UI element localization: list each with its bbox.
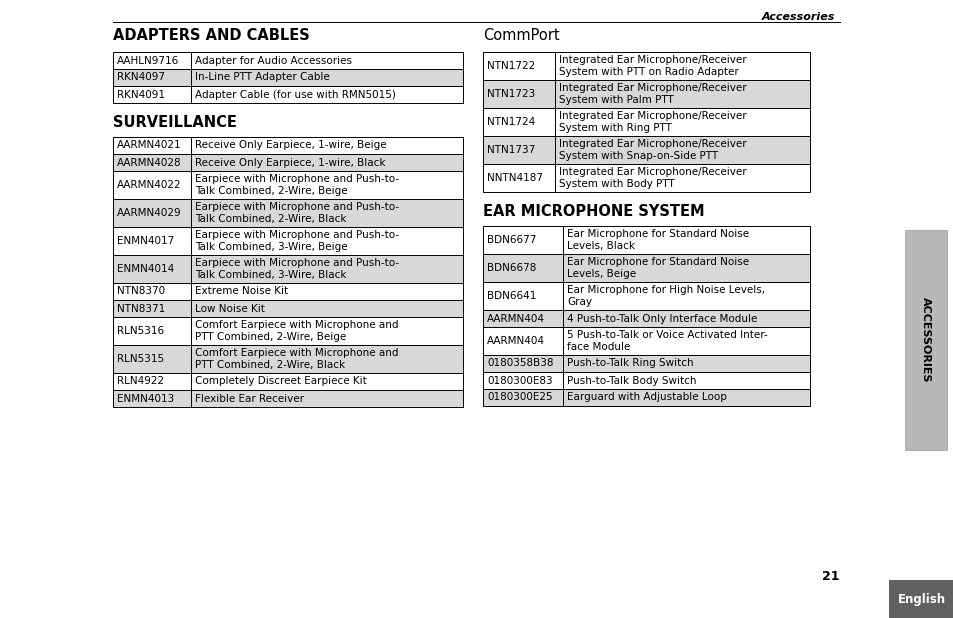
Text: Ear Microphone for Standard Noise
Levels, Black: Ear Microphone for Standard Noise Levels… <box>566 229 748 251</box>
Bar <box>112 345 462 373</box>
Bar <box>112 199 462 227</box>
Bar <box>482 80 809 108</box>
Text: Integrated Ear Microphone/Receiver
System with Ring PTT: Integrated Ear Microphone/Receiver Syste… <box>558 111 746 133</box>
Text: Ear Microphone for Standard Noise
Levels, Beige: Ear Microphone for Standard Noise Levels… <box>566 257 748 279</box>
Text: RLN5315: RLN5315 <box>117 354 164 364</box>
Text: Completely Discreet Earpiece Kit: Completely Discreet Earpiece Kit <box>194 376 366 386</box>
Text: English: English <box>897 593 944 606</box>
Bar <box>482 136 809 164</box>
Bar <box>482 52 809 192</box>
Text: AAHLN9716: AAHLN9716 <box>117 56 179 66</box>
Bar <box>888 580 953 618</box>
Text: RKN4091: RKN4091 <box>117 90 165 99</box>
Text: NTN1723: NTN1723 <box>486 89 535 99</box>
Text: Integrated Ear Microphone/Receiver
System with PTT on Radio Adapter: Integrated Ear Microphone/Receiver Syste… <box>558 55 746 77</box>
Text: SURVEILLANCE: SURVEILLANCE <box>112 115 236 130</box>
Text: CommPort: CommPort <box>482 28 559 43</box>
Text: Earguard with Adjustable Loop: Earguard with Adjustable Loop <box>566 392 726 402</box>
Text: 0180358B38: 0180358B38 <box>486 358 553 368</box>
Bar <box>112 390 462 407</box>
Text: NTN1737: NTN1737 <box>486 145 535 155</box>
Text: AARMN4021: AARMN4021 <box>117 140 181 151</box>
Bar <box>482 226 809 406</box>
Bar <box>482 389 809 406</box>
Text: NTN1722: NTN1722 <box>486 61 535 71</box>
Text: Earpiece with Microphone and Push-to-
Talk Combined, 3-Wire, Beige: Earpiece with Microphone and Push-to- Ta… <box>194 230 398 252</box>
Text: ENMN4014: ENMN4014 <box>117 264 174 274</box>
Bar <box>112 255 462 283</box>
Text: Extreme Noise Kit: Extreme Noise Kit <box>194 287 288 297</box>
Text: AARMN404: AARMN404 <box>486 336 544 346</box>
Bar <box>482 310 809 327</box>
Text: Push-to-Talk Ring Switch: Push-to-Talk Ring Switch <box>566 358 693 368</box>
Text: Earpiece with Microphone and Push-to-
Talk Combined, 2-Wire, Beige: Earpiece with Microphone and Push-to- Ta… <box>194 174 398 196</box>
Text: EAR MICROPHONE SYSTEM: EAR MICROPHONE SYSTEM <box>482 204 704 219</box>
Bar <box>112 137 462 407</box>
Bar <box>112 69 462 86</box>
Bar <box>112 154 462 171</box>
Text: Comfort Earpiece with Microphone and
PTT Combined, 2-Wire, Black: Comfort Earpiece with Microphone and PTT… <box>194 348 398 370</box>
Text: NTN8370: NTN8370 <box>117 287 165 297</box>
Text: 21: 21 <box>821 570 840 583</box>
Text: Earpiece with Microphone and Push-to-
Talk Combined, 3-Wire, Black: Earpiece with Microphone and Push-to- Ta… <box>194 258 398 280</box>
Text: Integrated Ear Microphone/Receiver
System with Body PTT: Integrated Ear Microphone/Receiver Syste… <box>558 167 746 189</box>
Text: ADAPTERS AND CABLES: ADAPTERS AND CABLES <box>112 28 310 43</box>
Text: 4 Push-to-Talk Only Interface Module: 4 Push-to-Talk Only Interface Module <box>566 313 757 323</box>
Text: Ear Microphone for High Noise Levels,
Gray: Ear Microphone for High Noise Levels, Gr… <box>566 285 764 307</box>
Text: AARMN4022: AARMN4022 <box>117 180 181 190</box>
Text: AARMN4029: AARMN4029 <box>117 208 181 218</box>
Bar <box>482 355 809 372</box>
Text: Low Noise Kit: Low Noise Kit <box>194 303 265 313</box>
Text: AARMN4028: AARMN4028 <box>117 158 181 167</box>
Bar <box>482 254 809 282</box>
Bar <box>112 300 462 317</box>
Text: Integrated Ear Microphone/Receiver
System with Snap-on-Side PTT: Integrated Ear Microphone/Receiver Syste… <box>558 139 746 161</box>
Text: AARMN404: AARMN404 <box>486 313 544 323</box>
Text: RLN5316: RLN5316 <box>117 326 164 336</box>
Text: RLN4922: RLN4922 <box>117 376 164 386</box>
Text: Push-to-Talk Body Switch: Push-to-Talk Body Switch <box>566 376 696 386</box>
Text: BDN6677: BDN6677 <box>486 235 536 245</box>
Text: RKN4097: RKN4097 <box>117 72 165 82</box>
Bar <box>904 230 946 450</box>
Text: Accessories: Accessories <box>760 12 834 22</box>
Text: Adapter Cable (for use with RMN5015): Adapter Cable (for use with RMN5015) <box>194 90 395 99</box>
Bar <box>112 52 462 103</box>
Text: ENMN4013: ENMN4013 <box>117 394 174 404</box>
Text: NTN8371: NTN8371 <box>117 303 165 313</box>
Text: ENMN4017: ENMN4017 <box>117 236 174 246</box>
Text: Comfort Earpiece with Microphone and
PTT Combined, 2-Wire, Beige: Comfort Earpiece with Microphone and PTT… <box>194 320 398 342</box>
Text: Receive Only Earpiece, 1-wire, Black: Receive Only Earpiece, 1-wire, Black <box>194 158 385 167</box>
Text: Adapter for Audio Accessories: Adapter for Audio Accessories <box>194 56 352 66</box>
Text: NTN1724: NTN1724 <box>486 117 535 127</box>
Text: Earpiece with Microphone and Push-to-
Talk Combined, 2-Wire, Black: Earpiece with Microphone and Push-to- Ta… <box>194 202 398 224</box>
Text: Integrated Ear Microphone/Receiver
System with Palm PTT: Integrated Ear Microphone/Receiver Syste… <box>558 83 746 105</box>
Text: 5 Push-to-Talk or Voice Activated Inter-
face Module: 5 Push-to-Talk or Voice Activated Inter-… <box>566 330 767 352</box>
Text: In-Line PTT Adapter Cable: In-Line PTT Adapter Cable <box>194 72 330 82</box>
Text: BDN6678: BDN6678 <box>486 263 536 273</box>
Text: 0180300E83: 0180300E83 <box>486 376 552 386</box>
Text: Receive Only Earpiece, 1-wire, Beige: Receive Only Earpiece, 1-wire, Beige <box>194 140 386 151</box>
Text: ACCESSORIES: ACCESSORIES <box>920 297 930 383</box>
Text: 0180300E25: 0180300E25 <box>486 392 552 402</box>
Text: BDN6641: BDN6641 <box>486 291 536 301</box>
Text: NNTN4187: NNTN4187 <box>486 173 542 183</box>
Text: Flexible Ear Receiver: Flexible Ear Receiver <box>194 394 304 404</box>
